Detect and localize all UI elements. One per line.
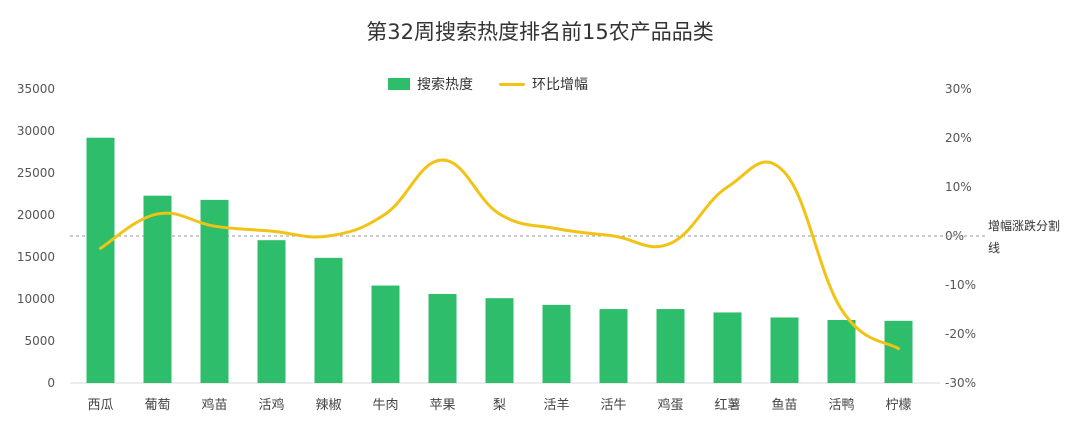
y-left-tick-label: 25000 [17,166,55,180]
x-tick-label: 活牛 [600,398,626,413]
x-tick-label: 活鸭 [828,398,854,413]
bar [257,240,286,383]
chart-title: 第32周搜索热度排名前15农产品品类 [366,20,714,44]
bar [827,320,856,383]
bar [143,195,172,383]
y-left-tick-label: 15000 [17,250,55,264]
y-right-tick-label: 30% [945,82,972,96]
bar [542,304,571,383]
y-left-tick-label: 20000 [17,208,55,222]
y-left-tick-label: 0 [47,376,55,390]
bar [884,320,913,383]
bar [656,309,685,383]
legend-item-bar: 搜索热度 [388,74,473,94]
x-tick-label: 柠檬 [885,398,911,413]
y-right-tick-label: 10% [945,180,972,194]
bar [770,317,799,383]
x-tick-label: 红薯 [714,397,740,413]
legend-bar-label: 搜索热度 [417,77,473,93]
bar [200,199,229,383]
bar [485,298,514,383]
x-tick-label: 苹果 [429,398,455,413]
x-tick-label: 西瓜 [87,398,113,413]
legend-bar-swatch [388,78,410,90]
legend-item-line: 环比增幅 [499,74,588,94]
x-tick-label: 鸡苗 [201,397,227,413]
x-tick-label: 鱼苗 [771,397,797,413]
x-tick-label: 鸡蛋 [657,397,683,413]
y-right-tick-label: -20% [945,327,976,341]
bar [713,312,742,383]
y-right-tick-label: 20% [945,131,972,145]
y-right-tick-label: -30% [945,376,976,390]
x-tick-label: 活羊 [543,397,569,413]
bar [314,257,343,383]
legend-line-swatch [499,82,525,86]
bar [86,137,115,383]
x-tick-label: 辣椒 [315,398,341,413]
x-tick-label: 葡萄 [144,398,170,413]
x-tick-label: 活鸡 [258,397,284,413]
x-tick-label: 梨 [493,398,506,413]
legend: 搜索热度 环比增幅 [388,74,614,94]
bar [371,285,400,383]
series-line [99,158,900,351]
y-left-tick-label: 10000 [17,292,55,306]
reference-line-label: 增幅涨跌分割线 [988,219,1061,255]
y-left-tick-label: 30000 [17,124,55,138]
y-right-tick-label: -10% [945,278,976,292]
bar [599,309,628,383]
y-left-tick-label: 5000 [24,334,55,348]
legend-line-label: 环比增幅 [532,77,588,93]
bar [428,293,457,383]
y-left-tick-label: 35000 [17,82,55,96]
x-tick-label: 牛肉 [372,398,398,413]
